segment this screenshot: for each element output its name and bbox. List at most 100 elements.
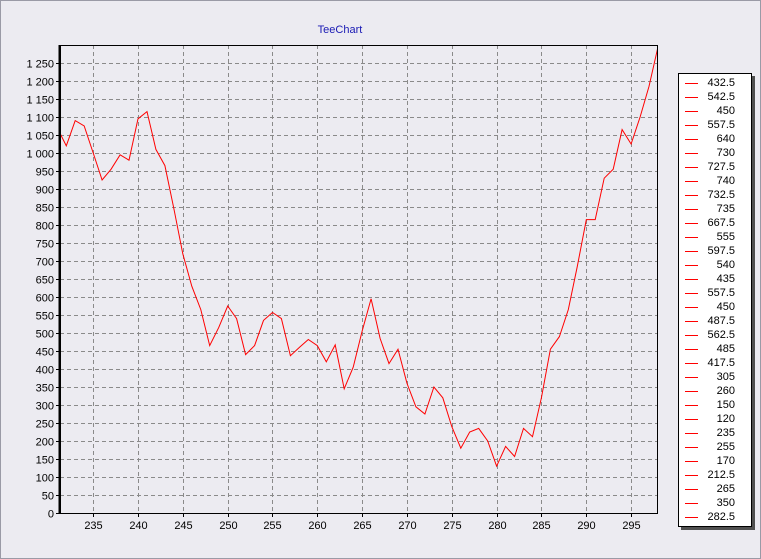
legend-swatch	[685, 223, 698, 224]
legend-swatch	[685, 433, 698, 434]
legend-label: 485	[716, 343, 735, 355]
legend-item: 255	[679, 440, 751, 454]
x-tick-label: 290	[577, 520, 595, 532]
legend-swatch	[685, 279, 698, 280]
y-tick-label: 250	[36, 419, 54, 431]
legend-swatch	[685, 97, 698, 98]
legend-swatch	[685, 307, 698, 308]
legend-label: 170	[716, 455, 735, 467]
legend-label: 417.5	[707, 357, 735, 369]
legend-item: 732.5	[679, 188, 751, 202]
legend-swatch	[685, 265, 698, 266]
legend-label: 542.5	[707, 91, 735, 103]
legend-swatch	[685, 83, 698, 84]
legend-swatch	[685, 111, 698, 112]
legend-label: 732.5	[707, 189, 735, 201]
legend-item: 667.5	[679, 216, 751, 230]
legend-swatch	[685, 447, 698, 448]
y-tick-label: 100	[36, 473, 54, 485]
y-tick-label: 50	[42, 491, 54, 503]
legend-item: 735	[679, 202, 751, 216]
y-tick-label: 700	[36, 257, 54, 269]
y-tick-label: 200	[36, 437, 54, 449]
legend-label: 667.5	[707, 217, 735, 229]
legend-item: 260	[679, 384, 751, 398]
y-tick-label: 400	[36, 365, 54, 377]
legend-item: 557.5	[679, 286, 751, 300]
plot-area	[60, 45, 658, 513]
legend-label: 557.5	[707, 287, 735, 299]
legend-item: 597.5	[679, 244, 751, 258]
legend-label: 260	[716, 385, 735, 397]
legend-label: 435	[716, 273, 735, 285]
x-tick-label: 280	[488, 520, 506, 532]
legend-label: 350	[716, 497, 735, 509]
legend-item: 417.5	[679, 356, 751, 370]
legend-item: 265	[679, 482, 751, 496]
y-tick-label: 950	[36, 167, 54, 179]
legend-item: 282.5	[679, 510, 751, 524]
legend-swatch	[685, 153, 698, 154]
y-tick-label: 800	[36, 221, 54, 233]
y-tick-label: 650	[36, 275, 54, 287]
legend-item: 450	[679, 300, 751, 314]
y-tick-label: 1 100	[26, 113, 54, 125]
x-tick-label: 245	[174, 520, 192, 532]
legend-label: 540	[716, 259, 735, 271]
y-tick-label: 900	[36, 185, 54, 197]
legend-label: 735	[716, 203, 735, 215]
legend-swatch	[685, 237, 698, 238]
legend-item: 540	[679, 258, 751, 272]
y-tick-label: 1 050	[26, 131, 54, 143]
x-tick-label: 285	[532, 520, 550, 532]
legend-label: 120	[716, 413, 735, 425]
x-tick-label: 255	[263, 520, 281, 532]
legend-swatch	[685, 363, 698, 364]
y-tick-label: 300	[36, 401, 54, 413]
chart-title: TeeChart	[317, 24, 363, 36]
x-tick-label: 235	[84, 520, 102, 532]
legend-swatch	[685, 489, 698, 490]
legend-swatch	[685, 377, 698, 378]
legend-label: 730	[716, 147, 735, 159]
legend-swatch	[685, 181, 698, 182]
x-tick-label: 295	[622, 520, 640, 532]
legend-swatch	[685, 125, 698, 126]
chart-legend: 432.5 542.5 450 557.5 640 730 727.5 740 732.5 735…	[678, 73, 752, 527]
legend-item: 150	[679, 398, 751, 412]
legend-label: 150	[716, 399, 735, 411]
legend-swatch	[685, 503, 698, 504]
legend-label: 740	[716, 175, 735, 187]
y-tick-label: 150	[36, 455, 54, 467]
y-tick-label: 1 000	[26, 149, 54, 161]
x-tick-label: 275	[443, 520, 461, 532]
legend-swatch	[685, 209, 698, 210]
legend-swatch	[685, 195, 698, 196]
legend-label: 727.5	[707, 161, 735, 173]
legend-label: 212.5	[707, 469, 735, 481]
y-tick-label: 450	[36, 347, 54, 359]
legend-label: 255	[716, 441, 735, 453]
legend-swatch	[685, 349, 698, 350]
legend-swatch	[685, 335, 698, 336]
x-tick-label: 270	[398, 520, 416, 532]
legend-item: 432.5	[679, 76, 751, 90]
y-tick-label: 550	[36, 311, 54, 323]
legend-item: 562.5	[679, 328, 751, 342]
legend-label: 487.5	[707, 315, 735, 327]
legend-label: 450	[716, 105, 735, 117]
legend-item: 542.5	[679, 90, 751, 104]
legend-swatch	[685, 251, 698, 252]
legend-item: 485	[679, 342, 751, 356]
legend-label: 432.5	[707, 77, 735, 89]
legend-item: 305	[679, 370, 751, 384]
y-tick-label: 500	[36, 329, 54, 341]
legend-item: 557.5	[679, 118, 751, 132]
y-tick-label: 350	[36, 383, 54, 395]
legend-label: 282.5	[707, 511, 735, 523]
legend-swatch	[685, 167, 698, 168]
legend-label: 305	[716, 371, 735, 383]
x-tick-label: 240	[129, 520, 147, 532]
legend-label: 597.5	[707, 245, 735, 257]
y-tick-label: 0	[48, 509, 54, 521]
